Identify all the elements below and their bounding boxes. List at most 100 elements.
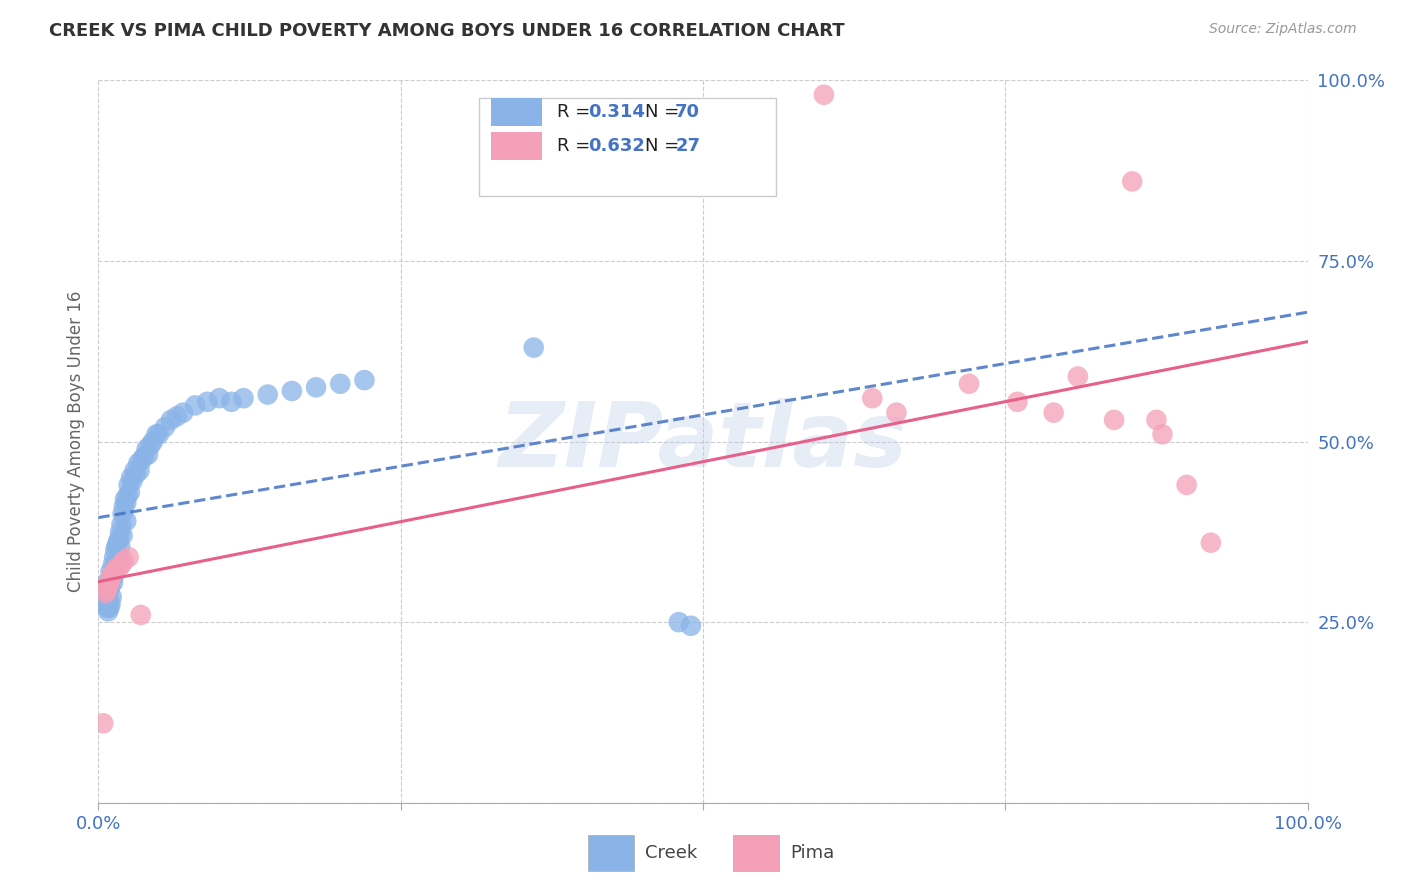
Point	[98, 575, 121, 590]
Point	[112, 554, 135, 568]
Point	[127, 456, 149, 470]
Point	[104, 542, 127, 557]
Point	[813, 87, 835, 102]
Point	[1067, 369, 1090, 384]
Point	[135, 442, 157, 456]
Point	[131, 452, 153, 467]
Point	[221, 394, 243, 409]
Point	[100, 568, 122, 582]
Point	[118, 550, 141, 565]
Point	[129, 607, 152, 622]
Point	[108, 524, 131, 539]
Point	[523, 341, 546, 355]
Point	[107, 535, 129, 549]
Point	[136, 448, 159, 462]
Point	[97, 604, 120, 618]
Point	[94, 586, 117, 600]
Point	[103, 565, 125, 579]
Point	[108, 532, 131, 546]
Point	[121, 475, 143, 489]
Point	[1175, 478, 1198, 492]
Point	[160, 413, 183, 427]
Point	[98, 582, 121, 597]
Point	[117, 489, 139, 503]
Point	[115, 496, 138, 510]
Point	[100, 565, 122, 579]
Point	[97, 579, 120, 593]
Point	[1152, 427, 1174, 442]
Point	[105, 561, 128, 575]
Point	[128, 463, 150, 477]
Point	[110, 517, 132, 532]
Point	[118, 478, 141, 492]
Point	[195, 394, 218, 409]
Point	[108, 561, 131, 575]
Point	[96, 582, 118, 597]
Point	[100, 572, 122, 586]
Point	[232, 391, 254, 405]
Point	[118, 485, 141, 500]
Point	[91, 582, 114, 597]
Point	[103, 568, 125, 582]
Point	[114, 492, 136, 507]
Point	[184, 398, 207, 412]
Point	[145, 427, 167, 442]
Point	[142, 434, 165, 449]
Point	[105, 539, 128, 553]
Point	[107, 554, 129, 568]
Text: R =: R =	[557, 103, 596, 121]
Point	[104, 561, 127, 575]
Point	[100, 579, 122, 593]
Point	[305, 380, 328, 394]
Point	[97, 590, 120, 604]
Text: 27: 27	[675, 137, 700, 155]
Point	[101, 558, 124, 572]
Point	[112, 500, 135, 514]
Point	[353, 373, 375, 387]
Point	[256, 387, 278, 401]
Text: ZIPatlas: ZIPatlas	[499, 398, 907, 485]
Point	[1007, 394, 1029, 409]
Point	[101, 575, 124, 590]
Point	[957, 376, 980, 391]
Text: N =: N =	[645, 137, 685, 155]
Point	[1146, 413, 1168, 427]
Point	[886, 406, 908, 420]
FancyBboxPatch shape	[492, 132, 543, 160]
FancyBboxPatch shape	[588, 835, 634, 871]
Point	[103, 550, 125, 565]
Point	[281, 384, 304, 398]
Text: 0.314: 0.314	[588, 103, 645, 121]
Text: N =: N =	[645, 103, 685, 121]
Point	[153, 420, 176, 434]
Text: Source: ZipAtlas.com: Source: ZipAtlas.com	[1209, 22, 1357, 37]
Point	[97, 579, 120, 593]
Point	[96, 575, 118, 590]
Point	[134, 449, 156, 463]
Point	[329, 376, 352, 391]
Point	[94, 597, 117, 611]
Point	[98, 600, 121, 615]
Point	[100, 572, 122, 586]
Point	[93, 590, 115, 604]
Point	[148, 427, 170, 442]
Point	[91, 716, 114, 731]
Point	[110, 558, 132, 572]
Point	[1042, 406, 1064, 420]
Point	[139, 438, 162, 452]
Point	[108, 550, 131, 565]
Text: 0.632: 0.632	[588, 137, 645, 155]
Point	[105, 558, 128, 572]
Point	[111, 507, 134, 521]
Text: CREEK VS PIMA CHILD POVERTY AMONG BOYS UNDER 16 CORRELATION CHART: CREEK VS PIMA CHILD POVERTY AMONG BOYS U…	[49, 22, 845, 40]
Text: Pima: Pima	[790, 845, 834, 863]
Point	[124, 463, 146, 477]
Point	[125, 467, 148, 481]
Point	[100, 590, 122, 604]
FancyBboxPatch shape	[479, 98, 776, 196]
Point	[679, 619, 702, 633]
Point	[96, 600, 118, 615]
Point	[860, 391, 883, 405]
Point	[1121, 174, 1143, 188]
Point	[166, 409, 188, 424]
